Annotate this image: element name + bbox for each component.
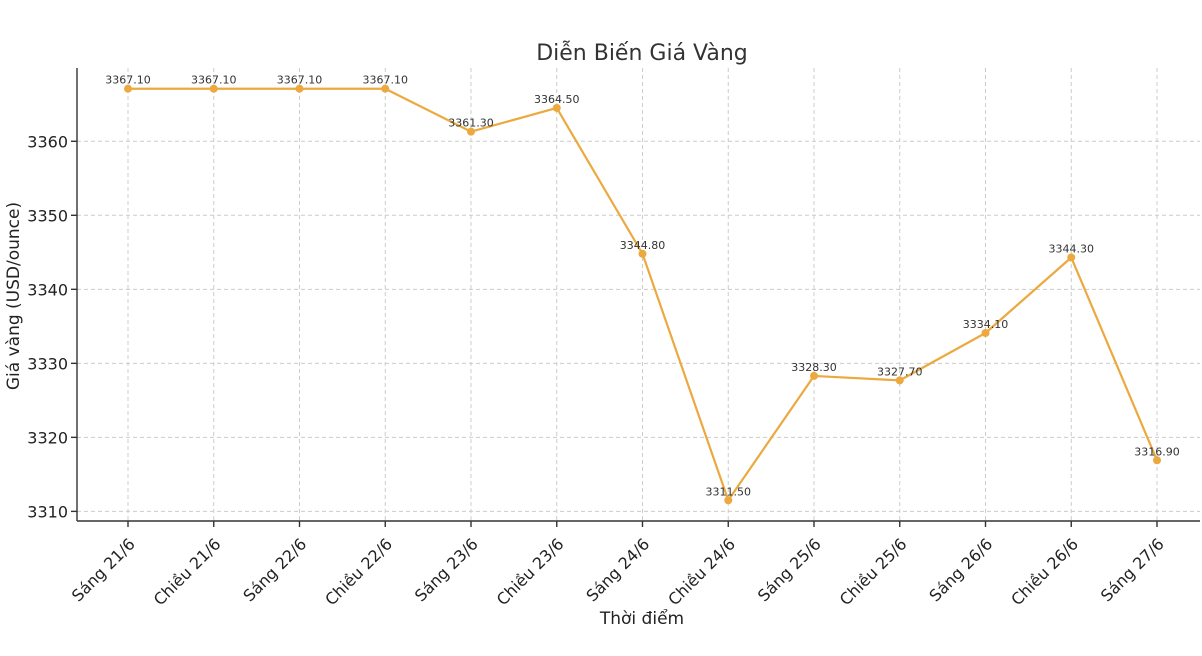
chart-title: Diễn Biến Giá Vàng <box>536 40 748 66</box>
x-tick-label: Sáng 26/6 <box>925 534 996 605</box>
y-axis-ticks: 3310 3320 3330 3340 3350 3360 <box>27 132 77 521</box>
x-tick-label: Sáng 23/6 <box>411 534 482 605</box>
y-tick-label: 3360 <box>27 132 68 151</box>
data-point <box>810 371 818 380</box>
x-tick-label: Chiều 24/6 <box>664 534 739 609</box>
data-label: 3334.10 <box>963 318 1009 331</box>
axes <box>76 68 1200 522</box>
data-label: 3367.10 <box>105 74 151 87</box>
data-point <box>895 376 904 385</box>
data-point <box>295 84 304 93</box>
data-point <box>1067 253 1076 262</box>
grid <box>77 68 1200 521</box>
data-label: 3367.10 <box>363 74 409 87</box>
x-tick-label: Sáng 24/6 <box>582 534 653 605</box>
x-tick-label: Sáng 21/6 <box>68 534 139 605</box>
x-axis-ticks: Sáng 21/6 Chiều 21/6 Sáng 22/6 Chiều 22/6 Sá… <box>68 521 1168 609</box>
x-tick-label: Chiều 21/6 <box>150 534 225 609</box>
x-tick-label: Chiều 22/6 <box>321 534 396 609</box>
data-label: 3364.50 <box>534 93 580 106</box>
data-label: 3344.30 <box>1049 242 1095 255</box>
data-label: 3311.50 <box>706 485 752 498</box>
x-tick-label: Sáng 22/6 <box>239 534 310 605</box>
x-tick-label: Chiều 23/6 <box>493 534 568 609</box>
data-label: 3361.30 <box>448 117 494 130</box>
data-labels: 3367.10 3367.10 3367.10 3367.10 3361.30 3364.… <box>105 74 1180 499</box>
x-tick-label: Sáng 25/6 <box>754 534 825 605</box>
data-point <box>209 84 218 93</box>
x-tick-label: Chiều 26/6 <box>1007 534 1082 609</box>
data-point <box>552 103 561 112</box>
data-label: 3367.10 <box>277 74 323 87</box>
data-point <box>981 328 990 337</box>
data-label: 3328.30 <box>791 361 837 374</box>
y-axis-label: Giá vàng (USD/ounce) <box>4 202 24 390</box>
y-tick-label: 3320 <box>27 428 68 447</box>
y-tick-label: 3310 <box>27 502 68 521</box>
y-tick-label: 3350 <box>27 206 68 225</box>
data-point <box>467 127 475 136</box>
data-label: 3327.70 <box>877 365 923 378</box>
data-label: 3316.90 <box>1134 445 1180 458</box>
x-tick-label: Chiều 25/6 <box>836 534 911 609</box>
data-point <box>124 84 132 93</box>
y-tick-label: 3330 <box>27 354 68 373</box>
y-tick-label: 3340 <box>27 280 68 299</box>
data-point <box>381 84 390 93</box>
data-label: 3344.80 <box>620 239 666 252</box>
x-axis-label: Thời điểm <box>599 608 684 629</box>
series-layer <box>124 84 1161 505</box>
data-point <box>638 249 647 258</box>
data-point <box>1153 456 1161 465</box>
x-tick-label: Sáng 27/6 <box>1097 534 1168 605</box>
data-label: 3367.10 <box>191 74 237 87</box>
data-point <box>724 496 733 505</box>
